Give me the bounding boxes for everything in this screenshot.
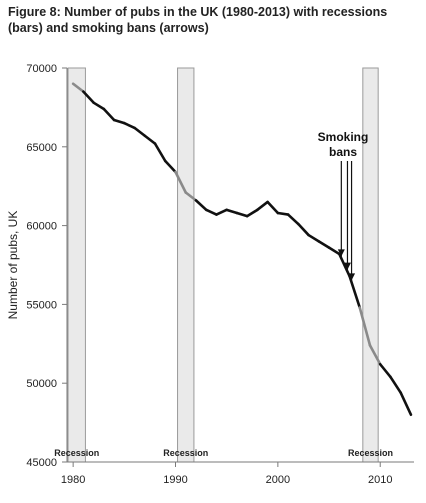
y-tick-label-70000: 70000: [26, 63, 57, 75]
line-segment-1985: [123, 121, 136, 130]
line-segment-1999: [266, 200, 280, 215]
line-segment-1997: [245, 208, 259, 218]
line-segment-1981: [82, 90, 95, 104]
line-segment-2003: [307, 233, 321, 243]
line-segment-1996: [235, 211, 249, 218]
y-axis-label: Number of pubs, UK: [6, 211, 20, 320]
chart-title: Figure 8: Number of pubs in the UK (1980…: [8, 5, 388, 35]
line-segment-2004: [317, 240, 331, 249]
recession-bars: [67, 67, 379, 463]
x-tick-label-2000: 2000: [266, 474, 290, 486]
y-tick-label-65000: 65000: [26, 142, 57, 154]
annotation-line-2: bans: [329, 145, 357, 159]
line-segment-2012: [399, 391, 413, 417]
line-segment-2000: [276, 211, 290, 216]
line-segment-1987: [143, 134, 157, 145]
line-segment-1990: [174, 170, 188, 194]
line-segment-1989: [163, 159, 177, 174]
smoking-ban-arrowhead-1: [337, 249, 345, 257]
line-segment-2010: [378, 362, 392, 379]
smoking-ban-arrowhead-3: [348, 273, 356, 281]
line-segment-1992: [194, 199, 208, 212]
line-segment-1984: [112, 118, 126, 125]
line-segment-1991: [184, 191, 198, 202]
line-segment-1982: [92, 101, 106, 111]
recession-label-3: Recession: [348, 448, 393, 458]
line-segment-1980: [71, 82, 85, 93]
data-series: [71, 82, 413, 417]
chart-axes: 45000 50000 55000 60000 65000 70000 1980 1990 20…: [26, 63, 414, 486]
recession-labels: Recession Recession Recession: [54, 448, 393, 458]
x-tick-label-1990: 1990: [163, 474, 187, 486]
x-tick-label-1980: 1980: [61, 474, 85, 486]
recession-bar-2: [177, 67, 195, 463]
line-segment-2001: [286, 213, 300, 226]
line-segment-2008: [358, 306, 372, 347]
line-segment-1993: [204, 208, 218, 216]
y-tick-label-50000: 50000: [26, 378, 57, 390]
recession-label-2: Recession: [163, 448, 208, 458]
line-segment-1986: [133, 126, 147, 138]
line-segment-1983: [102, 107, 116, 122]
recession-bar-1: [67, 67, 86, 463]
line-segment-1998: [256, 200, 269, 212]
line-segment-2006: [337, 252, 351, 278]
line-segment-2007: [348, 274, 362, 309]
y-tick-label-60000: 60000: [26, 221, 57, 233]
recession-bar-3: [362, 67, 379, 463]
line-segment-2005: [327, 246, 341, 256]
line-segment-2002: [297, 222, 310, 237]
line-segment-1994: [215, 208, 228, 216]
y-tick-label-55000: 55000: [26, 299, 57, 311]
x-tick-label-2010: 2010: [368, 474, 392, 486]
line-segment-1995: [225, 208, 239, 215]
annotation-line-1: Smoking: [318, 130, 369, 144]
line-segment-2011: [389, 375, 402, 394]
recession-label-1: Recession: [54, 448, 99, 458]
smoking-ban-arrowhead-2: [343, 262, 351, 270]
y-tick-label-45000: 45000: [26, 457, 57, 469]
line-segment-1988: [153, 142, 167, 163]
line-segment-2009: [368, 344, 382, 366]
